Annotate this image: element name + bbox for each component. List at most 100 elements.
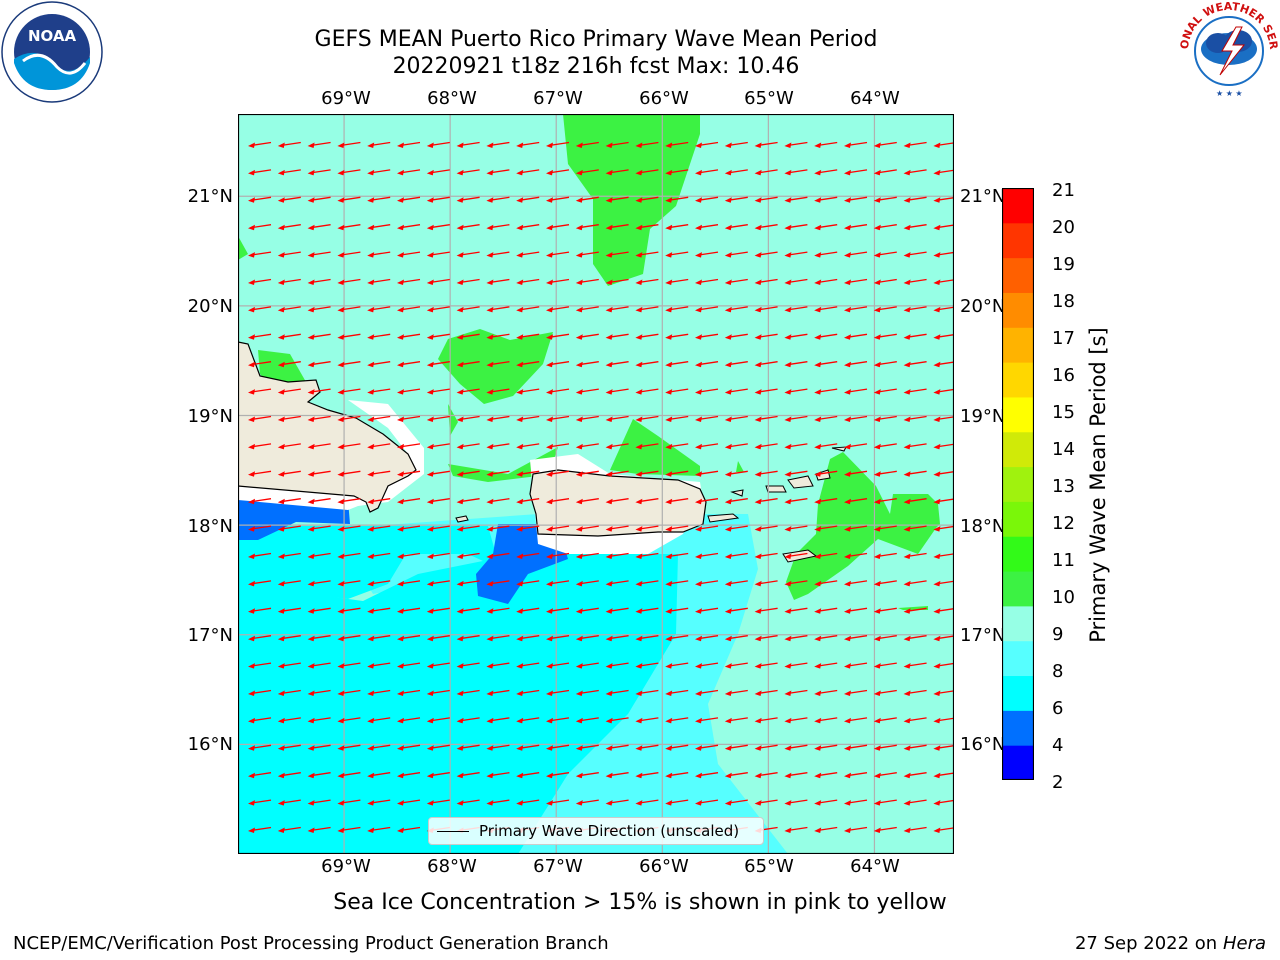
wave-arrow — [695, 607, 719, 614]
wave-arrow — [873, 799, 897, 806]
wave-arrow — [307, 662, 331, 669]
wave-arrow — [873, 744, 897, 751]
wave-arrow — [367, 141, 391, 148]
wave-arrow — [337, 443, 361, 450]
wave-arrow — [695, 141, 719, 148]
colorbar-tick: 8 — [1052, 661, 1064, 682]
wave-arrow — [844, 415, 868, 422]
wave-arrow — [456, 717, 480, 724]
wave-arrow — [605, 689, 629, 696]
wave-arrow — [426, 470, 450, 477]
period-fill-10-11 — [563, 114, 700, 286]
wave-arrow — [784, 388, 808, 395]
wave-arrow — [486, 662, 510, 669]
wave-arrow — [367, 662, 391, 669]
wave-arrow — [486, 525, 510, 532]
wave-arrow — [575, 580, 599, 587]
lat-label-right: 16°N — [960, 734, 1006, 755]
wave-arrow — [695, 470, 719, 477]
colorbar-tick: 20 — [1052, 217, 1075, 238]
wave-arrow — [724, 717, 748, 724]
wave-arrow — [456, 306, 480, 313]
colorbar-tick: 19 — [1052, 254, 1075, 275]
wave-arrow — [695, 388, 719, 395]
wave-arrow — [426, 333, 450, 340]
wave-arrow — [486, 278, 510, 285]
wave-arrow — [784, 717, 808, 724]
wave-arrow — [695, 169, 719, 176]
wave-arrow — [307, 525, 331, 532]
wave-arrow — [516, 580, 540, 587]
wave-arrow — [903, 607, 927, 614]
colorbar-tick: 9 — [1052, 624, 1064, 645]
wave-arrow — [873, 251, 897, 258]
wave-arrow — [546, 251, 570, 258]
sea-ice-note: Sea Ice Concentration > 15% is shown in … — [333, 890, 947, 915]
wave-arrow — [605, 552, 629, 559]
wave-arrow — [754, 388, 778, 395]
wave-arrow — [903, 498, 927, 505]
wave-arrow — [724, 552, 748, 559]
wave-arrow — [277, 607, 301, 614]
wave-arrow — [635, 470, 659, 477]
footer-host: Hera — [1222, 933, 1266, 954]
wave-arrow — [724, 580, 748, 587]
wave-arrow — [754, 196, 778, 203]
lon-label-top: 67°W — [533, 88, 583, 109]
wave-arrow — [784, 772, 808, 779]
wave-arrow — [844, 333, 868, 340]
wave-arrow — [307, 388, 331, 395]
wave-arrow — [486, 306, 510, 313]
wave-arrow — [426, 196, 450, 203]
wave-arrow — [367, 525, 391, 532]
wave-arrow — [426, 525, 450, 532]
wave-arrow — [784, 662, 808, 669]
wave-arrow — [635, 306, 659, 313]
wave-arrow — [397, 278, 421, 285]
wave-arrow — [754, 251, 778, 258]
wave-arrow — [873, 662, 897, 669]
wave-arrow — [784, 744, 808, 751]
wave-arrow — [397, 443, 421, 450]
wave-arrow — [724, 744, 748, 751]
lat-label-left: 18°N — [187, 516, 233, 537]
wave-arrow — [426, 744, 450, 751]
wave-arrow — [426, 251, 450, 258]
wave-arrow — [754, 552, 778, 559]
wave-arrow — [754, 169, 778, 176]
colorbar-tick: 13 — [1052, 476, 1075, 497]
wave-arrow — [635, 224, 659, 231]
wave-arrow — [248, 470, 272, 477]
wave-arrow — [248, 415, 272, 422]
wave-arrow — [486, 196, 510, 203]
wave-arrow — [724, 443, 748, 450]
wave-arrow — [426, 607, 450, 614]
wave-arrow — [665, 443, 689, 450]
colorbar-segment — [1002, 745, 1034, 780]
colorbar — [1002, 188, 1034, 780]
wave-arrow — [754, 744, 778, 751]
wave-arrow — [307, 498, 331, 505]
wave-arrow — [844, 388, 868, 395]
wave-arrow — [665, 224, 689, 231]
colorbar-segment — [1002, 431, 1034, 468]
island-outline — [782, 549, 818, 563]
wave-arrow — [397, 662, 421, 669]
wave-arrow — [873, 717, 897, 724]
wave-direction-arrows — [248, 141, 954, 833]
wave-arrow — [277, 552, 301, 559]
wave-arrow — [784, 169, 808, 176]
wave-arrow — [456, 169, 480, 176]
period-fill-10-11 — [238, 236, 248, 260]
wave-arrow — [546, 717, 570, 724]
lat-label-left: 21°N — [187, 186, 233, 207]
wave-arrow — [516, 470, 540, 477]
wave-arrow — [665, 278, 689, 285]
wave-arrow — [844, 552, 868, 559]
lon-label-bottom: 67°W — [533, 856, 583, 877]
wave-arrow — [635, 333, 659, 340]
wave-arrow — [665, 744, 689, 751]
wave-arrow — [903, 333, 927, 340]
wave-arrow — [873, 141, 897, 148]
wave-arrow — [844, 470, 868, 477]
